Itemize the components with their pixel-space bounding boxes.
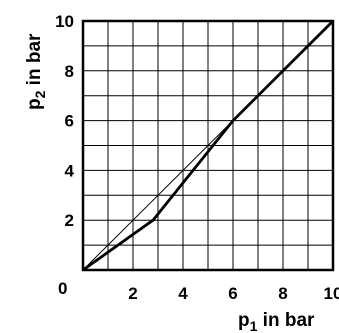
- y-tick-label: 10: [55, 12, 74, 31]
- x-tick-label: 8: [278, 284, 287, 303]
- series-line-reference: [82, 20, 334, 271]
- y-tick-label: 2: [65, 211, 74, 230]
- x-axis-label: p1 in bar: [238, 310, 315, 333]
- y-axis-label-rest: in bar: [24, 33, 45, 91]
- grid: [83, 21, 333, 270]
- x-tick-label: 10: [324, 284, 339, 303]
- plot-frame: [81, 19, 335, 272]
- y-tick-label: 4: [65, 161, 75, 180]
- data-lines: [82, 20, 334, 272]
- x-axis-label-rest: in bar: [257, 310, 315, 331]
- x-tick-label: 6: [228, 284, 237, 303]
- y-axis-label-main: p: [24, 98, 45, 110]
- x-tick-label: 4: [178, 284, 188, 303]
- y-axis-label-sub: 2: [32, 90, 48, 98]
- x-axis-label-sub: 1: [250, 318, 258, 333]
- x-axis-label-main: p: [238, 310, 250, 331]
- x-tick-label: 2: [128, 284, 137, 303]
- origin-label: 0: [58, 279, 67, 298]
- y-tick-label: 8: [65, 62, 74, 81]
- y-axis-label: p2 in bar: [24, 33, 48, 110]
- tick-labels: 2 4 6 8 10 2 4 6 8 10: [55, 12, 339, 303]
- y-tick-label: 6: [65, 112, 74, 131]
